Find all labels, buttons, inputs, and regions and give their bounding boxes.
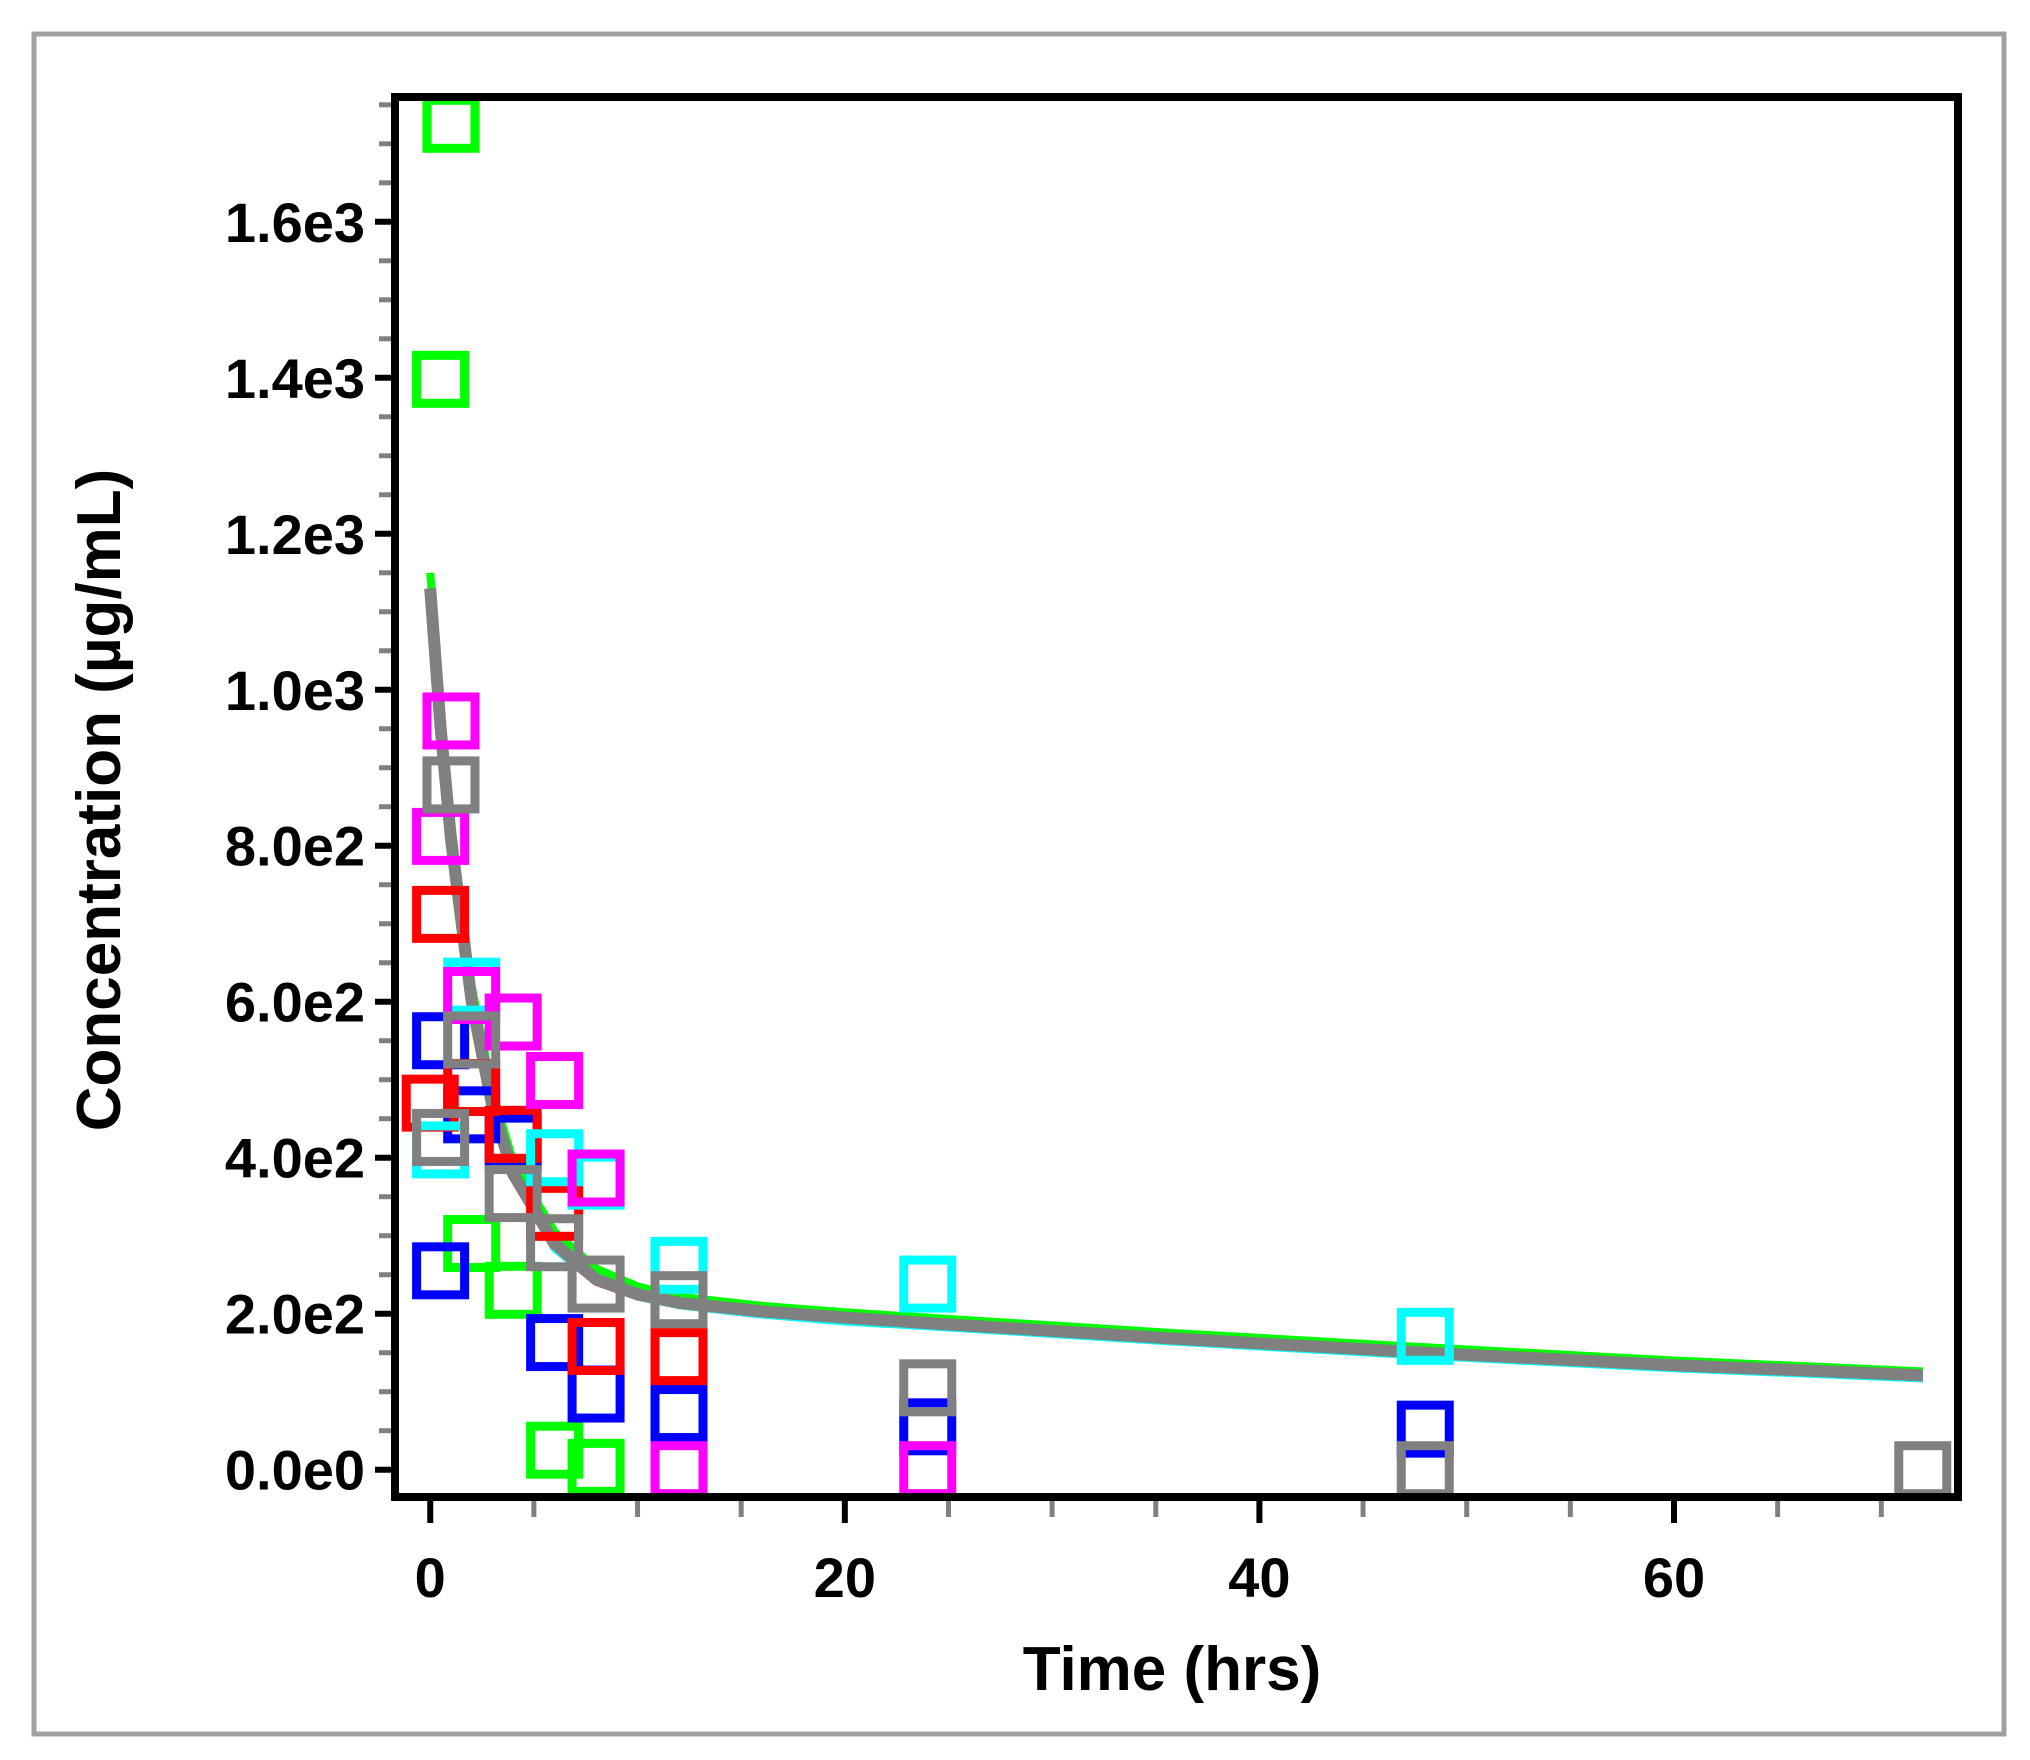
y-tick-label: 4.0e2 [225,1127,365,1190]
data-point-marker [650,1385,708,1443]
data-point-marker [526,1421,584,1479]
x-axis-title: Time (hrs) [1023,1635,1322,1704]
data-point-marker [526,1314,584,1372]
major-ticks [375,218,1678,1523]
data-point-marker [484,1261,542,1319]
y-axis-title: Concentration (µg/mL) [65,469,134,1132]
data-point-marker [650,1236,708,1294]
data-point-marker [443,1011,501,1069]
data-point-marker [412,1108,470,1166]
observed-markers [401,95,1952,1499]
data-point-marker [422,692,480,750]
data-point-marker [1396,1307,1454,1365]
data-point-marker [899,1255,957,1313]
data-point-marker [412,1012,470,1070]
data-point-marker [650,1271,708,1329]
y-tick-label: 8.0e2 [225,815,365,878]
data-point-marker [526,1052,584,1110]
y-tick-labels: 0.0e0 2.0e2 4.0e2 6.0e2 8.0e2 1.0e3 1.2e3 1.4e3… [225,191,365,1502]
y-tick-label: 0.0e0 [225,1439,365,1502]
data-point-marker [412,350,470,408]
data-point-marker [412,885,470,943]
data-point-marker [484,993,542,1051]
x-tick-label: 40 [1228,1546,1290,1609]
data-point-marker [1396,1400,1454,1458]
data-point-marker [526,1183,584,1241]
data-point-marker [567,1255,625,1313]
plot-frame [391,93,1962,1501]
x-tick-label: 60 [1643,1546,1705,1609]
outer-border [31,31,2007,1737]
y-tick-label: 1.4e3 [225,347,365,410]
y-tick-label: 6.0e2 [225,971,365,1034]
data-point-marker [567,1317,625,1375]
data-point-marker [526,1214,584,1272]
data-point-marker [899,1398,957,1456]
data-point-marker [484,1165,542,1223]
data-point-marker [567,1438,625,1496]
data-point-marker [650,1328,708,1386]
x-tick-labels: 0 20 40 60 [415,1546,1705,1609]
x-tick-label: 20 [814,1546,876,1609]
y-tick-label: 1.6e3 [225,191,365,254]
y-tick-label: 1.0e3 [225,659,365,722]
y-tick-label: 2.0e2 [225,1283,365,1346]
minor-ticks [379,102,1884,1517]
data-point-marker [412,1242,470,1300]
x-tick-label: 0 [415,1546,446,1609]
y-tick-label: 1.2e3 [225,503,365,566]
data-point-marker [422,756,480,814]
data-point-marker [899,1359,957,1417]
data-point-marker [567,1149,625,1207]
